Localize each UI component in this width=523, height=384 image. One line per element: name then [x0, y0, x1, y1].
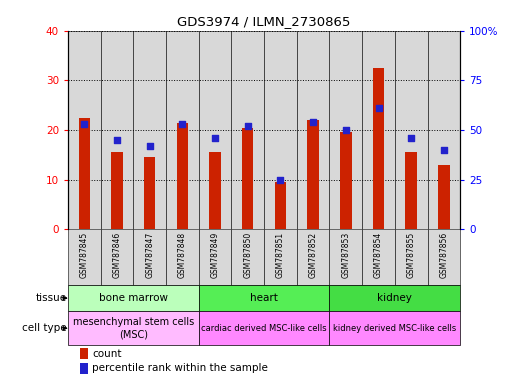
Text: GSM787856: GSM787856 [439, 232, 448, 278]
Bar [264, 31, 297, 229]
Text: tissue: tissue [35, 293, 66, 303]
Text: bone marrow: bone marrow [99, 293, 168, 303]
Text: GSM787854: GSM787854 [374, 232, 383, 278]
Text: GSM787848: GSM787848 [178, 232, 187, 278]
Text: percentile rank within the sample: percentile rank within the sample [93, 363, 268, 373]
Bar [199, 31, 231, 229]
Bar [199, 285, 329, 311]
Bar [264, 229, 297, 285]
Text: GSM787845: GSM787845 [80, 232, 89, 278]
Bar [68, 229, 100, 285]
Text: kidney derived MSC-like cells: kidney derived MSC-like cells [333, 324, 457, 333]
Bar [329, 229, 362, 285]
Bar [166, 229, 199, 285]
Bar [177, 122, 188, 229]
Title: GDS3974 / ILMN_2730865: GDS3974 / ILMN_2730865 [177, 15, 351, 28]
Bar [68, 311, 199, 345]
Text: GSM787850: GSM787850 [243, 232, 252, 278]
Bar [100, 31, 133, 229]
Text: cardiac derived MSC-like cells: cardiac derived MSC-like cells [201, 324, 327, 333]
Point [309, 119, 317, 125]
Bar [199, 229, 231, 285]
Text: heart: heart [250, 293, 278, 303]
Text: GSM787853: GSM787853 [342, 232, 350, 278]
Bar [79, 363, 88, 374]
Bar [275, 182, 286, 229]
Bar [68, 285, 199, 311]
Bar [79, 348, 88, 359]
Text: mesenchymal stem cells
(MSC): mesenchymal stem cells (MSC) [73, 318, 194, 339]
Bar [438, 165, 450, 229]
Bar [231, 229, 264, 285]
Text: GSM787851: GSM787851 [276, 232, 285, 278]
Text: count: count [93, 349, 122, 359]
Bar [231, 31, 264, 229]
Bar [308, 120, 319, 229]
Bar [144, 157, 155, 229]
Bar [133, 31, 166, 229]
Bar [209, 152, 221, 229]
Bar [100, 229, 133, 285]
Point [374, 105, 383, 111]
Bar [329, 31, 362, 229]
Bar [362, 31, 395, 229]
Bar [329, 285, 460, 311]
Bar [395, 229, 428, 285]
Point [178, 121, 187, 127]
Point [440, 147, 448, 153]
Bar [428, 31, 460, 229]
Point [80, 121, 88, 127]
Text: GSM787847: GSM787847 [145, 232, 154, 278]
Bar [78, 118, 90, 229]
Point [244, 123, 252, 129]
Bar [68, 31, 100, 229]
Bar [362, 229, 395, 285]
Bar [428, 229, 460, 285]
Bar [199, 311, 329, 345]
Point [276, 177, 285, 183]
Text: GSM787849: GSM787849 [211, 232, 220, 278]
Bar [166, 31, 199, 229]
Bar [340, 132, 351, 229]
Bar [329, 311, 460, 345]
Text: GSM787852: GSM787852 [309, 232, 317, 278]
Bar [405, 152, 417, 229]
Point [113, 137, 121, 143]
Point [342, 127, 350, 133]
Point [145, 143, 154, 149]
Bar [111, 152, 123, 229]
Point [407, 135, 415, 141]
Bar [297, 229, 329, 285]
Point [211, 135, 219, 141]
Text: GSM787855: GSM787855 [407, 232, 416, 278]
Bar [133, 229, 166, 285]
Bar [297, 31, 329, 229]
Text: GSM787846: GSM787846 [112, 232, 121, 278]
Text: cell type: cell type [22, 323, 66, 333]
Bar [395, 31, 428, 229]
Text: kidney: kidney [378, 293, 412, 303]
Bar [373, 68, 384, 229]
Bar [242, 127, 254, 229]
